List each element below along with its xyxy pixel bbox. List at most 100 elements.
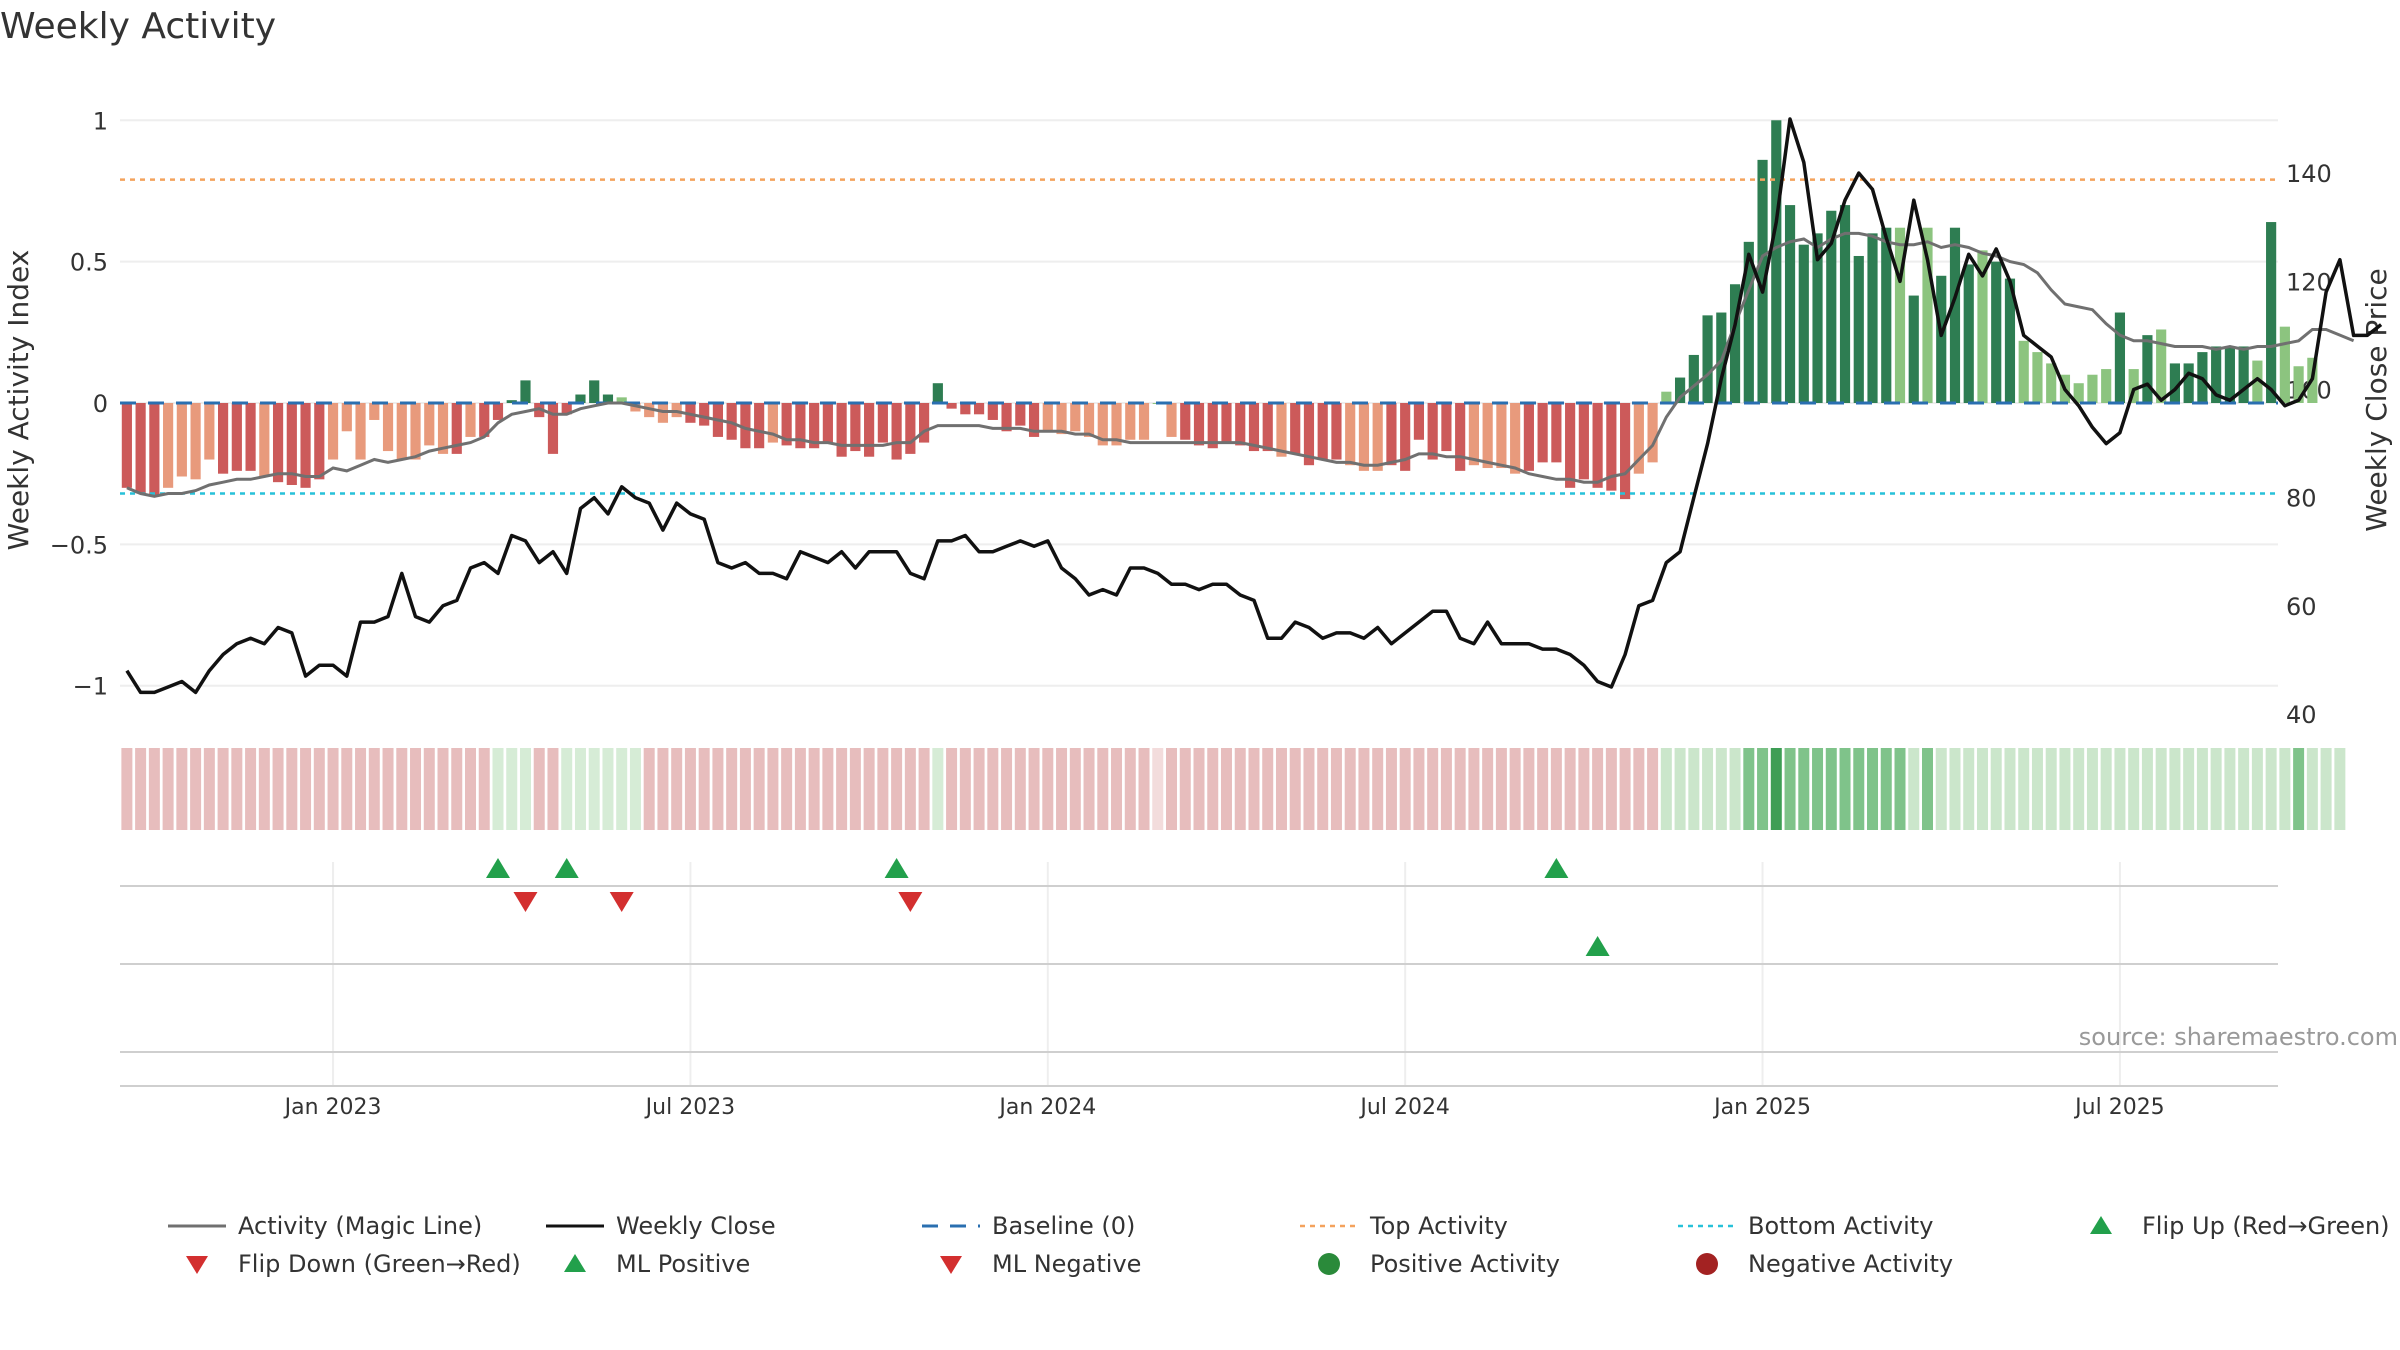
heat-strip-cell	[258, 748, 270, 830]
heat-strip-cell	[1138, 748, 1150, 830]
heat-strip-cell	[959, 748, 971, 830]
activity-bar	[1757, 159, 1768, 403]
activity-bar	[327, 403, 339, 460]
heat-strip-cell	[1193, 748, 1205, 830]
heat-strip-cell	[300, 748, 312, 830]
activity-bar	[1620, 403, 1631, 500]
heat-strip-cell	[1647, 748, 1659, 830]
activity-bar	[987, 403, 998, 420]
activity-bar	[836, 403, 847, 457]
legend-label: Flip Down (Green→Red)	[238, 1250, 521, 1278]
heat-strip-cell	[1688, 748, 1700, 830]
activity-bar	[1441, 403, 1452, 452]
heat-strip-cell	[1921, 748, 1933, 830]
heat-strip-cell	[203, 748, 215, 830]
heat-strip-cell	[1289, 748, 1301, 830]
activity-bar	[492, 403, 504, 420]
activity-bar	[575, 394, 586, 403]
heat-strip-cell	[836, 748, 848, 830]
activity-bar	[1221, 403, 1232, 443]
heat-strip-cell	[1867, 748, 1879, 830]
legend-item: Flip Down (Green→Red)	[186, 1250, 521, 1278]
activity-bar	[905, 403, 916, 454]
activity-bar	[1578, 403, 1589, 480]
activity-bar	[424, 403, 435, 446]
heat-strip-cell	[1413, 748, 1425, 830]
heat-strip-cell	[2306, 748, 2318, 830]
heat-strip-cell	[396, 748, 408, 830]
heat-strip-cell	[2196, 748, 2208, 830]
heat-strip-cell	[1001, 748, 1013, 830]
heat-strip-cell	[1990, 748, 2002, 830]
heat-strip-cell	[657, 748, 669, 830]
activity-bar	[1482, 403, 1493, 469]
legend-item: Negative Activity	[1696, 1250, 1953, 1278]
heat-strip-cell	[1592, 748, 1604, 830]
heat-strip-cell	[698, 748, 710, 830]
heat-strip-cell	[671, 748, 683, 830]
heat-strip-cell	[1207, 748, 1219, 830]
activity-bar	[1510, 403, 1521, 474]
flips-up-marker	[485, 858, 510, 878]
activity-bar	[2238, 346, 2249, 403]
heat-strip-cell	[492, 748, 504, 830]
activity-bar	[2114, 312, 2126, 403]
activity-bar	[272, 403, 284, 483]
flips-up-marker	[554, 858, 579, 878]
activity-bar	[286, 403, 297, 485]
heat-strip-cell	[478, 748, 490, 830]
activity-bar	[2004, 278, 2016, 403]
activity-bar	[973, 403, 985, 415]
activity-bar	[1881, 227, 1892, 403]
activity-bar	[520, 380, 531, 403]
activity-bar	[355, 403, 366, 460]
heat-strip-cell	[794, 748, 806, 830]
x-tick-label: Jul 2023	[644, 1095, 736, 1120]
y-axis-label: Weekly Activity Index	[2, 250, 35, 551]
activity-bar	[369, 403, 380, 420]
activity-bar	[2142, 335, 2153, 403]
activity-bar	[1523, 403, 1534, 471]
heat-strip-cell	[2251, 748, 2263, 830]
heat-strip-cell	[739, 748, 751, 830]
legend-label: Negative Activity	[1748, 1250, 1953, 1278]
heat-strip-cell	[2114, 748, 2126, 830]
heat-strip-cell	[1440, 748, 1452, 830]
heat-strip-cell	[286, 748, 298, 830]
x-tick-label: Jan 2025	[1712, 1095, 1811, 1120]
y-tick-label: −1	[73, 673, 108, 701]
heat-strip-cell	[272, 748, 284, 830]
activity-bar	[2211, 346, 2222, 403]
heat-strip-cell	[1798, 748, 1810, 830]
heat-strip-cell	[176, 748, 188, 830]
magic-line	[126, 231, 2355, 498]
activity-bar	[822, 403, 833, 443]
activity-bar	[121, 403, 132, 488]
heat-strip-cell	[2334, 748, 2346, 830]
x-tick-label: Jan 2024	[997, 1095, 1096, 1120]
heat-strip-cell	[1839, 748, 1851, 830]
heat-strip-cell	[533, 748, 545, 830]
heat-strip-cell	[217, 748, 229, 830]
y-tick-label: 0	[93, 390, 108, 418]
activity-bar	[1070, 403, 1081, 432]
activity-bar	[1606, 403, 1617, 491]
activity-bar	[1894, 227, 1906, 403]
activity-bar	[2156, 329, 2167, 403]
heat-strip-cell	[519, 748, 531, 830]
legend-swatch	[1696, 1253, 1718, 1275]
heat-strip-cell	[1372, 748, 1384, 830]
activity-bar	[1674, 377, 1686, 403]
heat-strip-cell	[1097, 748, 1109, 830]
legend-label: Positive Activity	[1370, 1250, 1560, 1278]
activity-bar	[1977, 250, 1988, 403]
activity-bar	[1729, 284, 1741, 403]
legend-item: Positive Activity	[1318, 1250, 1560, 1278]
activity-bar	[1345, 403, 1356, 466]
heat-strip-cell	[1935, 748, 1947, 830]
legend-swatch	[940, 1256, 962, 1274]
activity-bar	[382, 403, 394, 452]
heat-strip-cell	[1083, 748, 1095, 830]
activity-bar	[1015, 403, 1026, 426]
